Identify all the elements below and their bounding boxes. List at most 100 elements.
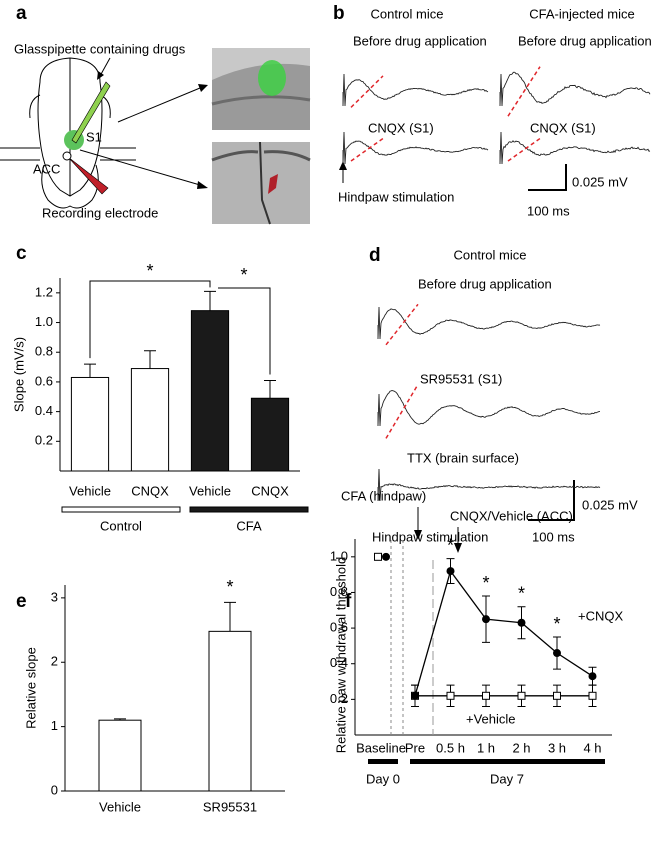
y-tick-label: 0.6 [35,373,53,388]
bar [70,376,110,472]
arrow [99,57,111,77]
scale-time: 100 ms [527,203,570,218]
scale-voltage: 0.025 mV [582,497,638,512]
trace [377,306,601,340]
x-tick-label: Vehicle [189,483,231,498]
y-axis-label: Relative slope [23,647,38,729]
panel-label: f [345,591,352,612]
marker [411,691,419,700]
trace-label: CNQX (S1) [530,120,596,135]
significance: * [226,577,233,597]
marker [482,615,490,624]
trace [342,73,489,107]
x-tick-label: CNQX [131,483,169,498]
significance: * [240,265,247,285]
y-tick-label: 0.4 [330,655,348,670]
y-tick-label: 3 [51,589,58,604]
trace-label: Before drug application [418,276,552,291]
arrow-head [454,543,462,553]
condition-title: Control mice [371,6,444,21]
y-axis-label: Relative paw withdrawal threshold [333,557,348,754]
significance-bracket [218,287,271,375]
error-bar [144,350,156,369]
brain-schematic [0,57,136,209]
arrow-head [339,161,347,170]
y-tick-label: 0.4 [35,403,53,418]
y-tick-label: 0.8 [35,344,53,359]
series-line [414,569,593,696]
marker [382,552,390,561]
scale-time: 100 ms [532,529,575,544]
day-label: Day 0 [366,771,400,786]
day-bar [410,759,605,764]
acc-site [62,151,72,161]
trace [499,131,651,165]
group-bar [61,506,181,513]
condition-title: CFA-injected mice [529,6,634,21]
marker [482,691,490,700]
significance: * [518,583,525,603]
y-tick-label: 0.2 [330,691,348,706]
slope-line [507,137,541,162]
x-tick-label: 4 h [583,740,601,755]
marker [553,649,561,658]
error-bar [224,601,236,632]
histology-top [211,48,311,130]
marker [517,618,526,627]
x-tick-label: Baseline [356,740,406,755]
slope-line [385,384,419,439]
stimulation-label: Hindpaw stimulation [338,189,454,204]
error-bar [114,718,126,721]
acc-label: ACC [33,161,60,176]
arrow-head [198,84,208,92]
x-tick-label: SR95531 [203,799,257,814]
arrow-head [414,530,422,540]
error-bar [84,363,96,378]
day-label: Day 7 [490,771,524,786]
marker [588,672,597,681]
y-tick-label: 0 [51,782,58,797]
recording-electrode [67,156,109,195]
significance: * [447,535,454,555]
y-tick-label: 0.8 [330,584,348,599]
panel-label: b [333,3,345,24]
error-bar [264,379,276,399]
significance: * [482,573,489,593]
trace-label: Before drug application [353,33,487,48]
stimulation-label: Hindpaw stimulation [372,529,488,544]
trace [377,390,600,427]
slope-line [385,303,419,346]
significance-bracket [89,280,211,359]
trace-label: Before drug application [518,33,652,48]
y-tick-label: 1.0 [35,314,53,329]
trace [499,71,651,107]
x-tick-label: Vehicle [99,799,141,814]
x-tick-label: Vehicle [69,483,111,498]
bar [130,368,170,472]
group-label: Control [100,518,142,533]
x-tick-label: CNQX [251,483,289,498]
error-bar [204,290,216,311]
annotation: CNQX/Vehicle (ACC) [450,508,573,523]
s1-label: S1 [86,129,102,144]
day-bar [368,759,398,764]
scale-bar [528,164,567,191]
electrode-label: Recording electrode [42,205,158,220]
bar [250,397,290,472]
significance: * [146,261,153,281]
slope-line [350,137,384,162]
group-label: CFA [236,518,262,533]
x-tick-label: 3 h [548,740,566,755]
condition-title: Control mice [454,247,527,262]
trace-label: TTX (brain surface) [407,450,519,465]
y-tick-label: 0.2 [35,433,53,448]
annotation: CFA (hindpaw) [341,488,426,503]
marker [446,567,455,576]
series-label: +CNQX [578,608,623,623]
panel-label: d [369,245,381,266]
group-bar [189,506,309,513]
x-tick-label: 0.5 h [436,740,465,755]
x-tick-label: 2 h [512,740,530,755]
y-axis-label: Slope (mV/s) [11,337,26,412]
y-tick-label: 1.2 [35,284,53,299]
